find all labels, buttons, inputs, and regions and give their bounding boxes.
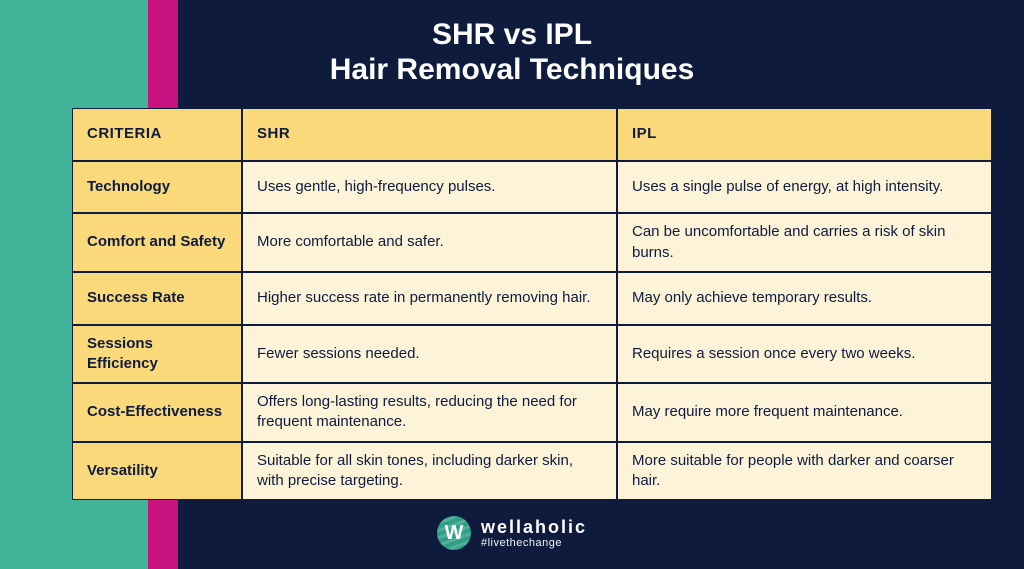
col-header-criteria: CRITERIA <box>72 108 242 161</box>
title-line-2: Hair Removal Techniques <box>330 53 695 86</box>
comparison-table: CRITERIA SHR IPL Technology Uses gentle,… <box>72 108 992 500</box>
table-header-row: CRITERIA SHR IPL <box>72 108 992 161</box>
cell-shr: Offers long-lasting results, reducing th… <box>242 383 617 442</box>
title-line-1: SHR vs IPL <box>432 18 592 51</box>
col-header-ipl: IPL <box>617 108 992 161</box>
cell-criteria: Cost-Effectiveness <box>72 383 242 442</box>
table-row: Sessions Efficiency Fewer sessions neede… <box>72 325 992 384</box>
cell-criteria: Success Rate <box>72 272 242 325</box>
table-row: Versatility Suitable for all skin tones,… <box>72 442 992 501</box>
table-row: Cost-Effectiveness Offers long-lasting r… <box>72 383 992 442</box>
cell-criteria: Technology <box>72 161 242 214</box>
cell-ipl: Uses a single pulse of energy, at high i… <box>617 161 992 214</box>
cell-shr: Uses gentle, high-frequency pulses. <box>242 161 617 214</box>
brand-logo-icon: W <box>437 516 471 550</box>
cell-shr: Higher success rate in permanently remov… <box>242 272 617 325</box>
table-row: Success Rate Higher success rate in perm… <box>72 272 992 325</box>
brand-name: wellaholic <box>481 518 587 536</box>
table-row: Technology Uses gentle, high-frequency p… <box>72 161 992 214</box>
cell-ipl: May require more frequent maintenance. <box>617 383 992 442</box>
cell-criteria: Comfort and Safety <box>72 213 242 272</box>
cell-shr: Suitable for all skin tones, including d… <box>242 442 617 501</box>
brand-text-block: wellaholic #livethechange <box>481 518 587 549</box>
col-header-shr: SHR <box>242 108 617 161</box>
cell-criteria: Versatility <box>72 442 242 501</box>
cell-shr: Fewer sessions needed. <box>242 325 617 384</box>
brand-tagline: #livethechange <box>481 538 587 549</box>
table-row: Comfort and Safety More comfortable and … <box>72 213 992 272</box>
brand-logo-letter: W <box>445 522 464 545</box>
cell-ipl: Can be uncomfortable and carries a risk … <box>617 213 992 272</box>
cell-ipl: May only achieve temporary results. <box>617 272 992 325</box>
footer: W wellaholic #livethechange <box>0 516 1024 550</box>
cell-criteria: Sessions Efficiency <box>72 325 242 384</box>
cell-shr: More comfortable and safer. <box>242 213 617 272</box>
cell-ipl: Requires a session once every two weeks. <box>617 325 992 384</box>
page-title: SHR vs IPL Hair Removal Techniques <box>0 18 1024 87</box>
cell-ipl: More suitable for people with darker and… <box>617 442 992 501</box>
